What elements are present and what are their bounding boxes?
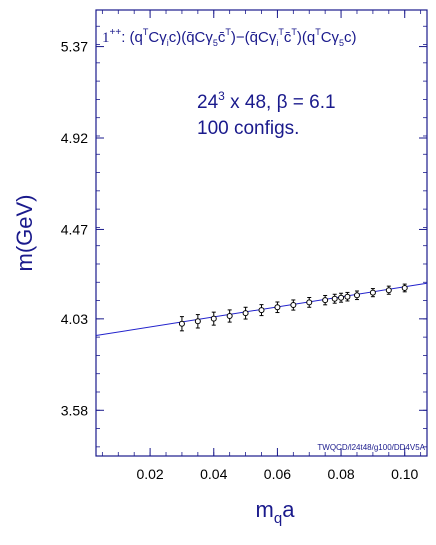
data-point bbox=[385, 285, 392, 295]
tick-labels: 3.58 4.03 4.47 4.92 5.37 0.02 0.04 0.06 0.08 0.10 bbox=[61, 39, 419, 482]
x-axis-title-tail: a bbox=[282, 497, 295, 522]
data-point bbox=[369, 288, 376, 298]
watermark: TWQCD/l24t48/g100/DD4V5A bbox=[317, 443, 425, 452]
x-tick-label: 0.06 bbox=[264, 466, 291, 482]
data-point bbox=[274, 301, 281, 314]
data-point bbox=[290, 299, 297, 311]
title-part: )(q bbox=[297, 29, 315, 46]
data-marker bbox=[353, 292, 360, 299]
x-axis-title: mqa bbox=[256, 497, 296, 527]
title-part: i bbox=[276, 38, 278, 48]
y-tick-label: 5.37 bbox=[61, 39, 88, 55]
y-axis-title: m(GeV) bbox=[12, 195, 37, 272]
annotation-lattice-rest: x 48, β = 6.1 bbox=[225, 92, 336, 113]
title-part: T bbox=[278, 27, 284, 37]
chart-title: 1++: (qTCγic)(q̄Cγ5c̄T)−(q̄CγiTc̄T)(qTCγ… bbox=[102, 27, 357, 48]
data-point bbox=[306, 297, 313, 308]
title-part: 5 bbox=[213, 38, 218, 48]
data-points bbox=[178, 283, 408, 332]
title-part: 1 bbox=[102, 30, 110, 46]
x-tick-label: 0.10 bbox=[391, 466, 418, 482]
data-marker bbox=[369, 289, 376, 296]
y-tick-label: 4.92 bbox=[61, 130, 88, 146]
data-point bbox=[226, 309, 233, 323]
data-point bbox=[258, 304, 265, 317]
data-marker bbox=[178, 320, 185, 327]
title-part: c̄ bbox=[284, 29, 292, 46]
x-tick-label: 0.02 bbox=[136, 466, 163, 482]
data-marker bbox=[290, 302, 297, 309]
annotation-lattice-exponent: 3 bbox=[218, 89, 225, 103]
x-tick-label: 0.08 bbox=[327, 466, 354, 482]
title-part: ++ bbox=[110, 27, 122, 38]
title-part: c) bbox=[344, 29, 357, 46]
data-marker bbox=[401, 284, 408, 291]
data-point bbox=[401, 283, 408, 293]
title-part: )−(q̄Cγ bbox=[231, 29, 277, 46]
title-part: c̄ bbox=[218, 29, 226, 46]
annotation-lattice-size: 24 bbox=[197, 92, 219, 113]
data-point bbox=[353, 290, 360, 301]
data-marker bbox=[194, 318, 201, 325]
title-part: Cγ bbox=[321, 29, 340, 46]
annotation-lattice: 243 x 48, β = 6.1 bbox=[197, 89, 336, 113]
data-marker bbox=[331, 295, 338, 302]
data-marker bbox=[210, 315, 217, 322]
data-marker bbox=[385, 287, 392, 294]
title-part: 5 bbox=[339, 38, 344, 48]
axis-ticks bbox=[96, 10, 427, 456]
title-part: i bbox=[167, 38, 169, 48]
data-marker bbox=[306, 299, 313, 306]
annotation-configs: 100 configs. bbox=[197, 118, 299, 139]
x-axis-title-main: m bbox=[256, 497, 274, 522]
data-point bbox=[338, 292, 345, 303]
data-marker bbox=[338, 294, 345, 301]
data-point bbox=[331, 293, 338, 304]
data-marker bbox=[344, 293, 351, 300]
data-marker bbox=[322, 297, 329, 304]
data-point bbox=[194, 314, 201, 329]
data-point bbox=[210, 311, 217, 326]
y-tick-label: 4.47 bbox=[61, 221, 88, 237]
y-tick-label: 3.58 bbox=[61, 402, 88, 418]
data-marker bbox=[226, 313, 233, 320]
data-point bbox=[242, 306, 249, 320]
title-part: Cγ bbox=[148, 29, 167, 46]
title-part: T bbox=[143, 27, 149, 37]
plot-frame bbox=[95, 9, 428, 457]
title-part: T bbox=[291, 27, 297, 37]
title-part: : (q bbox=[121, 29, 143, 46]
x-tick-label: 0.04 bbox=[200, 466, 227, 482]
data-point bbox=[178, 316, 185, 332]
x-axis-title-sub: q bbox=[274, 510, 282, 527]
data-point bbox=[322, 294, 329, 306]
title-part: c)(q̄Cγ bbox=[169, 29, 214, 46]
data-point bbox=[344, 291, 351, 302]
y-tick-label: 4.03 bbox=[61, 311, 88, 327]
data-marker bbox=[242, 310, 249, 317]
data-marker bbox=[258, 307, 265, 314]
data-marker bbox=[274, 304, 281, 311]
title-part: T bbox=[315, 27, 321, 37]
title-part: T bbox=[225, 27, 231, 37]
